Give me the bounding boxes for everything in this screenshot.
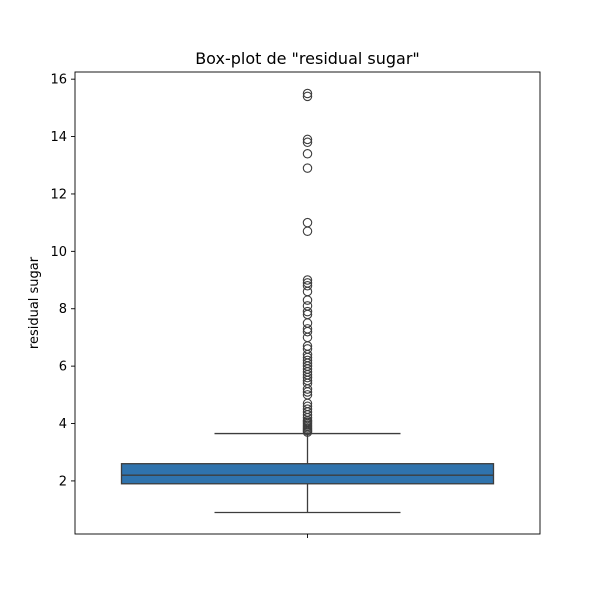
- outlier-point: [302, 301, 313, 311]
- iqr-box: [120, 463, 495, 485]
- plot-area: 2 4 6 8 10 12 14 16: [50, 71, 541, 538]
- outlier-point: [302, 404, 313, 414]
- y-tick-label: 16: [50, 73, 67, 88]
- y-tick-label: 12: [50, 187, 67, 202]
- outlier-point: [302, 226, 313, 237]
- y-tick-label: 4: [59, 417, 67, 432]
- outlier-point: [302, 88, 313, 99]
- outlier-point: [302, 318, 313, 328]
- outlier-point: [302, 149, 313, 159]
- outlier-point: [302, 281, 313, 291]
- outlier-point: [302, 295, 313, 305]
- chart-title: Box-plot de "residual sugar": [195, 49, 420, 68]
- outlier-point: [302, 91, 313, 102]
- y-tick-label: 14: [50, 130, 67, 145]
- outlier-point: [302, 401, 313, 412]
- y-tick-label: 8: [59, 302, 67, 317]
- outlier-point: [302, 137, 313, 148]
- outlier-point: [302, 278, 313, 288]
- outlier-point: [302, 134, 313, 145]
- y-tick-label: 10: [50, 245, 67, 260]
- y-axis-label: residual sugar: [27, 256, 42, 349]
- outlier-point: [302, 163, 313, 173]
- outlier-point: [302, 324, 313, 334]
- y-tick-label: 2: [59, 474, 67, 489]
- outlier-point: [302, 344, 313, 354]
- outlier-point: [302, 275, 313, 285]
- y-tick-label: 6: [59, 360, 67, 375]
- outlier-point: [302, 306, 313, 317]
- outlier-point: [302, 355, 313, 366]
- outlier-point: [302, 217, 313, 228]
- outlier-point: [302, 390, 313, 400]
